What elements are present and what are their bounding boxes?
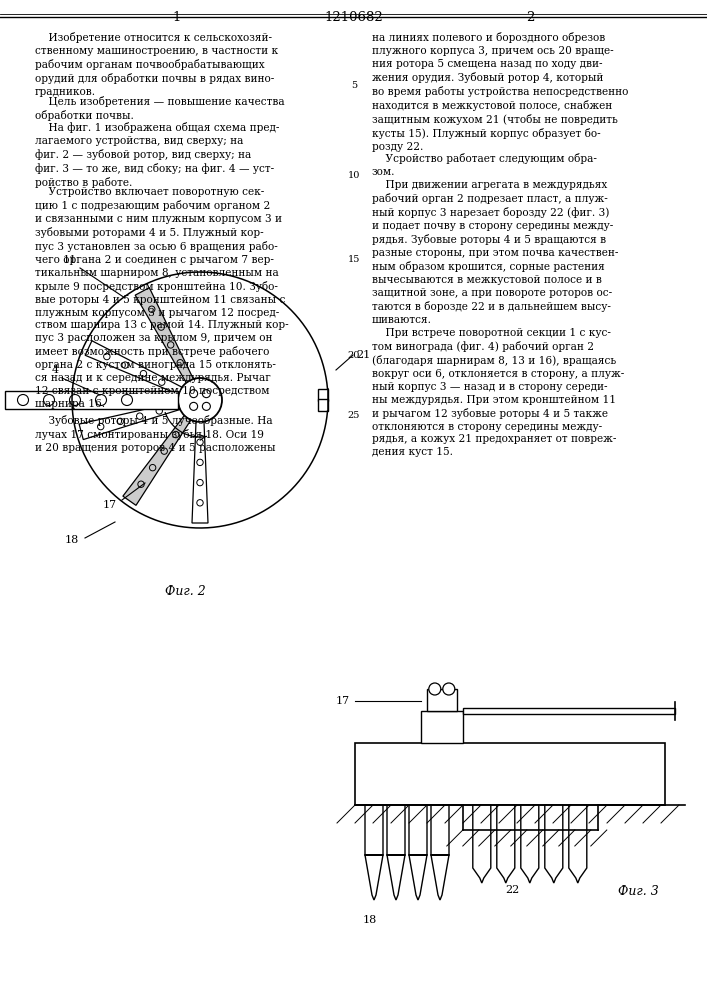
Circle shape xyxy=(136,413,143,419)
Circle shape xyxy=(189,402,198,410)
Bar xyxy=(317,399,327,411)
Circle shape xyxy=(197,439,203,445)
Circle shape xyxy=(173,431,179,438)
Circle shape xyxy=(158,379,165,385)
Bar xyxy=(427,689,457,711)
Text: Фиг. 2: Фиг. 2 xyxy=(165,585,205,598)
Circle shape xyxy=(156,408,163,414)
Text: 20: 20 xyxy=(348,351,360,360)
Text: Изобретение относится к сельскохозяй-
ственному машиностроению, в частности к
ра: Изобретение относится к сельскохозяй- ст… xyxy=(35,32,278,97)
Text: 17: 17 xyxy=(103,500,117,510)
Circle shape xyxy=(104,353,110,360)
Circle shape xyxy=(443,683,455,695)
Circle shape xyxy=(168,342,174,348)
Bar xyxy=(5,391,178,409)
Text: 17: 17 xyxy=(336,696,350,706)
Polygon shape xyxy=(409,805,427,900)
Polygon shape xyxy=(135,288,193,382)
Polygon shape xyxy=(521,805,539,883)
Text: 22: 22 xyxy=(506,885,520,895)
Text: 2: 2 xyxy=(526,11,534,24)
Circle shape xyxy=(178,378,222,422)
Text: 4: 4 xyxy=(52,365,59,375)
Bar xyxy=(317,389,327,401)
Text: 21: 21 xyxy=(356,350,370,360)
Circle shape xyxy=(197,459,203,466)
Text: 18: 18 xyxy=(65,535,79,545)
Polygon shape xyxy=(123,416,191,505)
Circle shape xyxy=(197,500,203,506)
Circle shape xyxy=(197,479,203,486)
Text: 11: 11 xyxy=(63,255,77,265)
Text: 15: 15 xyxy=(348,255,360,264)
Circle shape xyxy=(138,481,144,487)
Polygon shape xyxy=(79,402,180,440)
Circle shape xyxy=(149,464,156,471)
Polygon shape xyxy=(387,805,405,900)
Text: Цель изобретения — повышение качества
обработки почвы.: Цель изобретения — повышение качества об… xyxy=(35,96,285,121)
Text: 10: 10 xyxy=(348,170,360,180)
Circle shape xyxy=(202,390,211,398)
Bar xyxy=(421,711,463,743)
Text: Зубовые роторы 4 и 5 лучеобразные. На
лучах 17 смонтированы зубья 18. Оси 19
и 2: Зубовые роторы 4 и 5 лучеобразные. На лу… xyxy=(35,415,276,453)
Circle shape xyxy=(177,360,183,366)
Circle shape xyxy=(140,370,146,377)
Circle shape xyxy=(98,423,104,430)
Circle shape xyxy=(189,390,198,398)
Polygon shape xyxy=(545,805,563,883)
Text: Устройство включает поворотную сек-
цию 1 с подрезающим рабочим органом 2
и связ: Устройство включает поворотную сек- цию … xyxy=(35,187,288,409)
Text: При встрече поворотной секции 1 с кус-
том винограда (фиг. 4) рабочий орган 2
(б: При встрече поворотной секции 1 с кус- т… xyxy=(372,328,624,457)
Circle shape xyxy=(69,394,81,406)
Circle shape xyxy=(161,448,168,454)
Bar xyxy=(355,743,665,805)
Circle shape xyxy=(122,394,132,406)
Text: Фиг. 3: Фиг. 3 xyxy=(618,885,658,898)
Text: При движении агрегата в междурядьях
рабочий орган 2 подрезает пласт, а плуж-
ный: При движении агрегата в междурядьях рабо… xyxy=(372,180,619,325)
Polygon shape xyxy=(192,422,208,523)
Circle shape xyxy=(158,324,165,330)
Polygon shape xyxy=(473,805,491,883)
Text: на линиях полевого и бороздного обрезов
плужного корпуса 3, причем ось 20 враще-: на линиях полевого и бороздного обрезов … xyxy=(372,32,629,152)
Polygon shape xyxy=(569,805,587,883)
Circle shape xyxy=(18,394,28,406)
Text: 18: 18 xyxy=(363,915,377,925)
Text: Ус‌ройство работает следующим обра-
зом.: Ус‌ройство работает следующим обра- зом. xyxy=(372,153,597,177)
Polygon shape xyxy=(85,341,182,394)
Text: На фиг. 1 изображена общая схема пред-
лагаемого устройства, вид сверху; на
фиг.: На фиг. 1 изображена общая схема пред- л… xyxy=(35,122,279,188)
Text: 5: 5 xyxy=(351,81,357,90)
Text: 1210682: 1210682 xyxy=(325,11,383,24)
Text: 25: 25 xyxy=(348,410,360,420)
Polygon shape xyxy=(431,805,449,900)
Circle shape xyxy=(429,683,440,695)
Circle shape xyxy=(148,306,155,312)
Circle shape xyxy=(117,418,124,425)
Circle shape xyxy=(202,402,211,410)
Circle shape xyxy=(44,394,54,406)
Bar xyxy=(463,708,675,714)
Text: 1: 1 xyxy=(173,11,181,24)
Polygon shape xyxy=(365,805,383,900)
Circle shape xyxy=(122,362,129,368)
Circle shape xyxy=(95,394,107,406)
Polygon shape xyxy=(497,805,515,883)
